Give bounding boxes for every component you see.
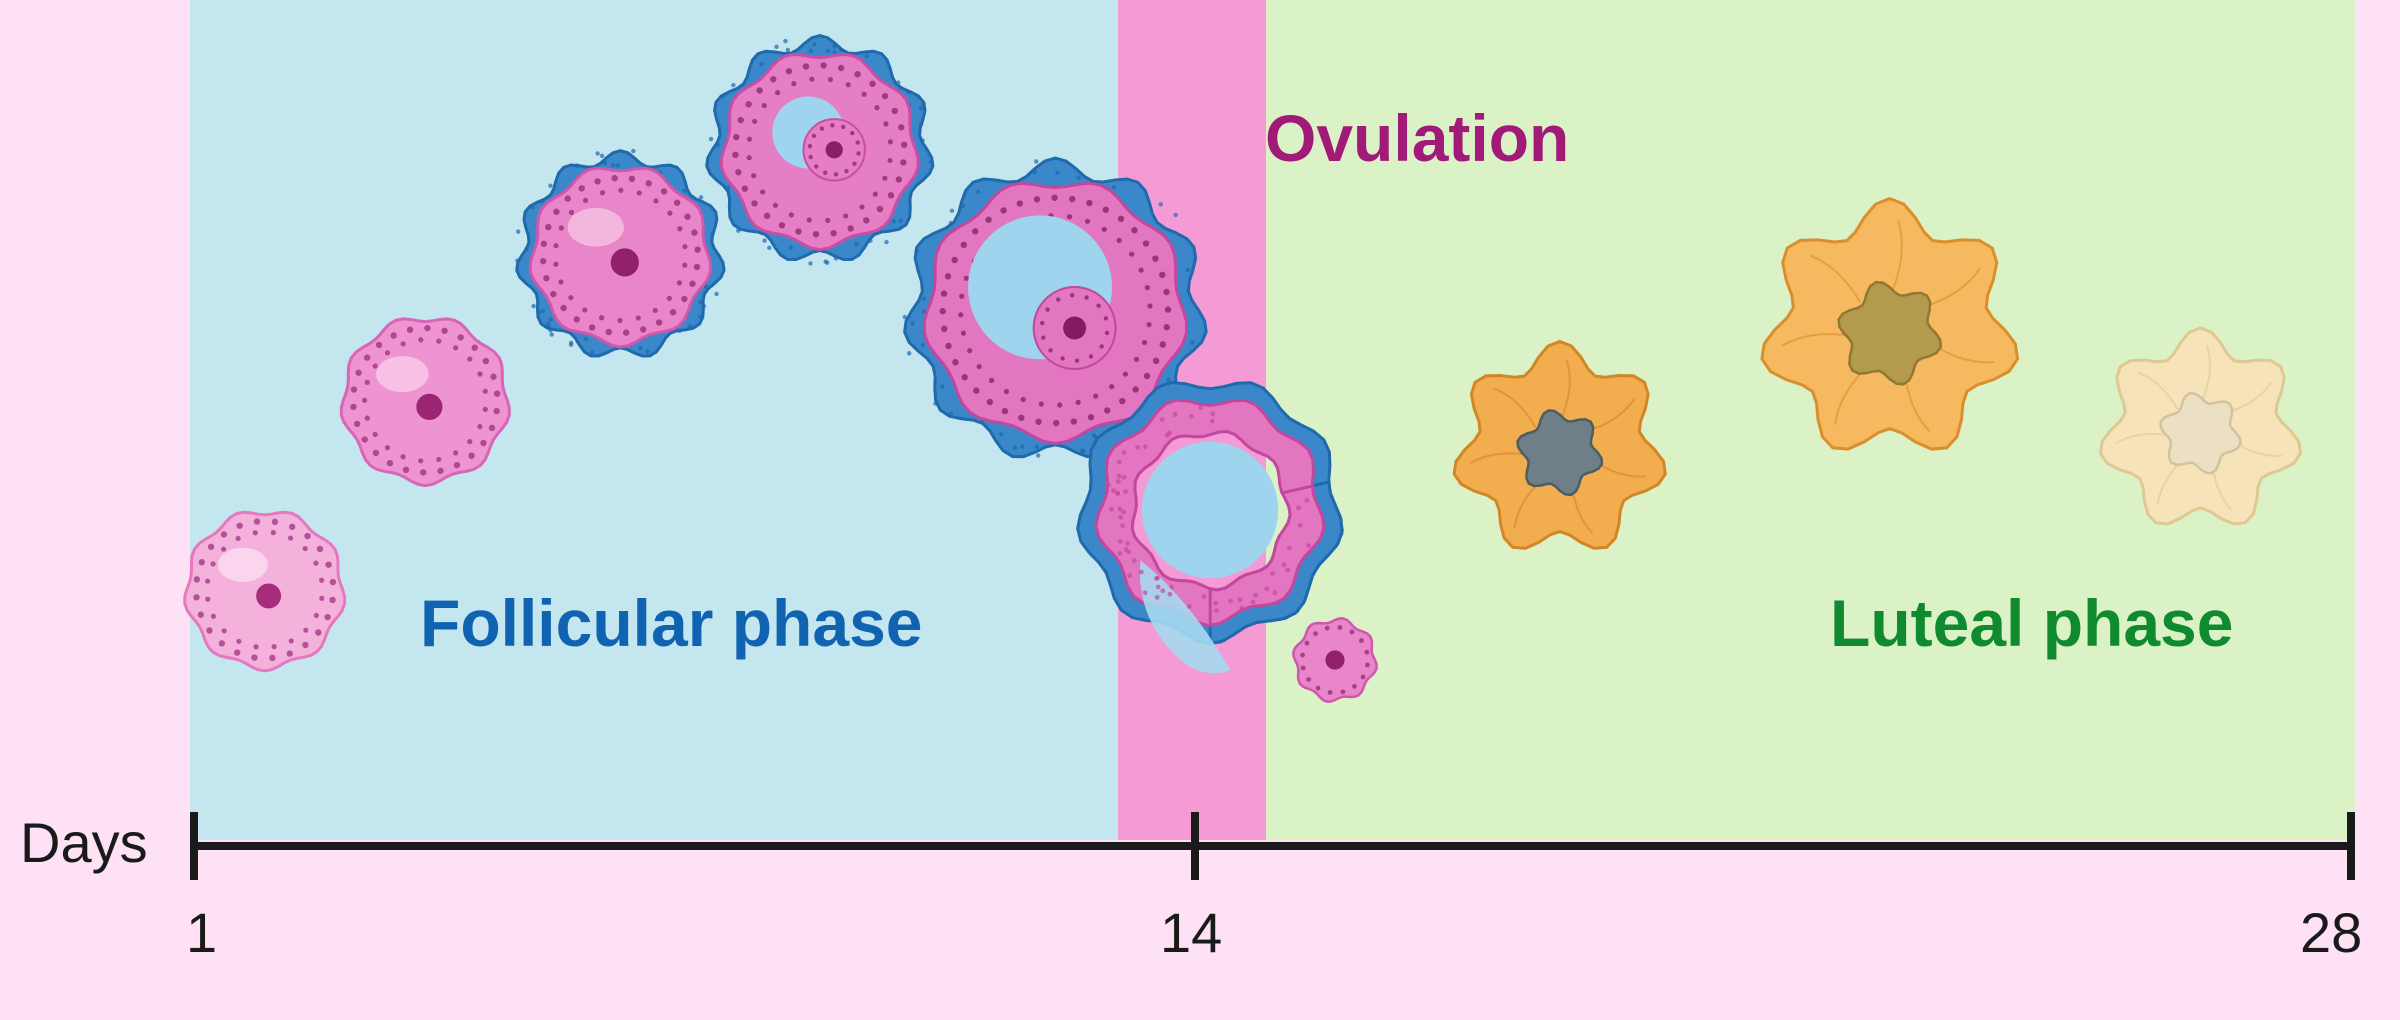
axis-tick-14 [1191,812,1199,880]
phase-label-ovulation: Ovulation [1265,100,1569,176]
phase-label-luteal: Luteal phase [1830,585,2233,661]
axis-number-14: 14 [1160,900,1222,965]
phase-label-follicular: Follicular phase [420,585,922,661]
axis-tick-1 [190,812,198,880]
axis-tick-28 [2347,812,2355,880]
axis-title: Days [20,810,148,875]
axis-number-1: 1 [186,900,217,965]
axis-line [190,842,2355,850]
phase-region-ovulation [1118,0,1266,840]
ovarian-cycle-diagram: 1 14 28 Days Follicular phase Ovulation Luteal… [0,0,2400,1020]
phase-region-follicular [190,0,1118,840]
axis-number-28: 28 [2300,900,2362,965]
